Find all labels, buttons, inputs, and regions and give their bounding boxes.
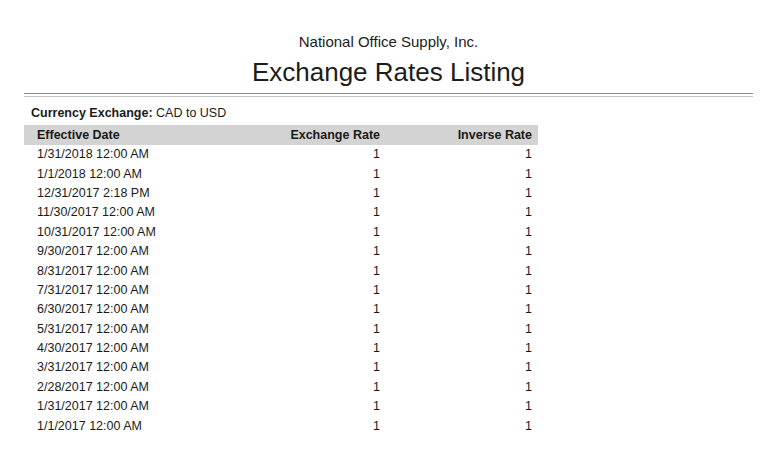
table-row: 2/28/2017 12:00 AM11 [24, 377, 538, 396]
exchange-rate-cell: 1 [244, 280, 386, 299]
column-header-inverse-rate: Inverse Rate [386, 125, 538, 145]
report-title: Exchange Rates Listing [24, 57, 753, 87]
table-row: 7/31/2017 12:00 AM11 [24, 280, 538, 299]
table-body: 1/31/2018 12:00 AM111/1/2018 12:00 AM111… [24, 145, 538, 436]
inverse-rate-cell: 1 [386, 164, 538, 183]
company-name: National Office Supply, Inc. [24, 33, 753, 51]
inverse-rate-cell: 1 [386, 416, 538, 435]
effective-date-cell: 1/1/2018 12:00 AM [24, 164, 244, 183]
effective-date-cell: 3/31/2017 12:00 AM [24, 358, 244, 377]
inverse-rate-cell: 1 [386, 222, 538, 241]
effective-date-cell: 8/31/2017 12:00 AM [24, 261, 244, 280]
table-row: 5/31/2017 12:00 AM11 [24, 319, 538, 338]
table-row: 1/1/2017 12:00 AM11 [24, 416, 538, 435]
table-row: 11/30/2017 12:00 AM11 [24, 203, 538, 222]
inverse-rate-cell: 1 [386, 300, 538, 319]
exchange-rate-cell: 1 [244, 261, 386, 280]
exchange-rate-cell: 1 [244, 241, 386, 260]
report-page: National Office Supply, Inc. Exchange Ra… [0, 0, 777, 453]
inverse-rate-cell: 1 [386, 319, 538, 338]
title-divider [24, 93, 753, 97]
table-row: 8/31/2017 12:00 AM11 [24, 261, 538, 280]
column-header-exchange-rate: Exchange Rate [244, 125, 386, 145]
inverse-rate-cell: 1 [386, 261, 538, 280]
table-header-row: Effective Date Exchange Rate Inverse Rat… [24, 125, 538, 145]
effective-date-cell: 7/31/2017 12:00 AM [24, 280, 244, 299]
exchange-rate-cell: 1 [244, 397, 386, 416]
column-header-effective-date: Effective Date [24, 125, 244, 145]
table-row: 4/30/2017 12:00 AM11 [24, 338, 538, 357]
table-row: 1/31/2017 12:00 AM11 [24, 397, 538, 416]
exchange-rate-cell: 1 [244, 203, 386, 222]
table-row: 12/31/2017 2:18 PM11 [24, 183, 538, 202]
table-header: Effective Date Exchange Rate Inverse Rat… [24, 125, 538, 145]
exchange-rate-cell: 1 [244, 300, 386, 319]
table-row: 6/30/2017 12:00 AM11 [24, 300, 538, 319]
exchange-rate-cell: 1 [244, 416, 386, 435]
effective-date-cell: 4/30/2017 12:00 AM [24, 338, 244, 357]
inverse-rate-cell: 1 [386, 203, 538, 222]
exchange-rate-cell: 1 [244, 183, 386, 202]
effective-date-cell: 11/30/2017 12:00 AM [24, 203, 244, 222]
inverse-rate-cell: 1 [386, 241, 538, 260]
inverse-rate-cell: 1 [386, 358, 538, 377]
effective-date-cell: 12/31/2017 2:18 PM [24, 183, 244, 202]
table-row: 1/1/2018 12:00 AM11 [24, 164, 538, 183]
exchange-rate-cell: 1 [244, 377, 386, 396]
effective-date-cell: 2/28/2017 12:00 AM [24, 377, 244, 396]
effective-date-cell: 5/31/2017 12:00 AM [24, 319, 244, 338]
effective-date-cell: 1/31/2018 12:00 AM [24, 145, 244, 164]
inverse-rate-cell: 1 [386, 397, 538, 416]
inverse-rate-cell: 1 [386, 338, 538, 357]
inverse-rate-cell: 1 [386, 280, 538, 299]
inverse-rate-cell: 1 [386, 183, 538, 202]
effective-date-cell: 9/30/2017 12:00 AM [24, 241, 244, 260]
report-content: National Office Supply, Inc. Exchange Ra… [24, 0, 753, 435]
exchange-rate-cell: 1 [244, 338, 386, 357]
exchange-rate-cell: 1 [244, 222, 386, 241]
inverse-rate-cell: 1 [386, 145, 538, 164]
inverse-rate-cell: 1 [386, 377, 538, 396]
exchange-rate-cell: 1 [244, 319, 386, 338]
effective-date-cell: 6/30/2017 12:00 AM [24, 300, 244, 319]
effective-date-cell: 1/1/2017 12:00 AM [24, 416, 244, 435]
table-row: 9/30/2017 12:00 AM11 [24, 241, 538, 260]
table-row: 3/31/2017 12:00 AM11 [24, 358, 538, 377]
effective-date-cell: 1/31/2017 12:00 AM [24, 397, 244, 416]
effective-date-cell: 10/31/2017 12:00 AM [24, 222, 244, 241]
currency-exchange-line: Currency Exchange: CAD to USD [24, 106, 753, 121]
currency-exchange-label: Currency Exchange: [31, 106, 153, 120]
table-row: 10/31/2017 12:00 AM11 [24, 222, 538, 241]
exchange-rate-cell: 1 [244, 358, 386, 377]
exchange-rates-table: Effective Date Exchange Rate Inverse Rat… [24, 125, 538, 435]
exchange-rate-cell: 1 [244, 164, 386, 183]
currency-exchange-value: CAD to USD [156, 106, 226, 120]
table-row: 1/31/2018 12:00 AM11 [24, 145, 538, 164]
exchange-rate-cell: 1 [244, 145, 386, 164]
